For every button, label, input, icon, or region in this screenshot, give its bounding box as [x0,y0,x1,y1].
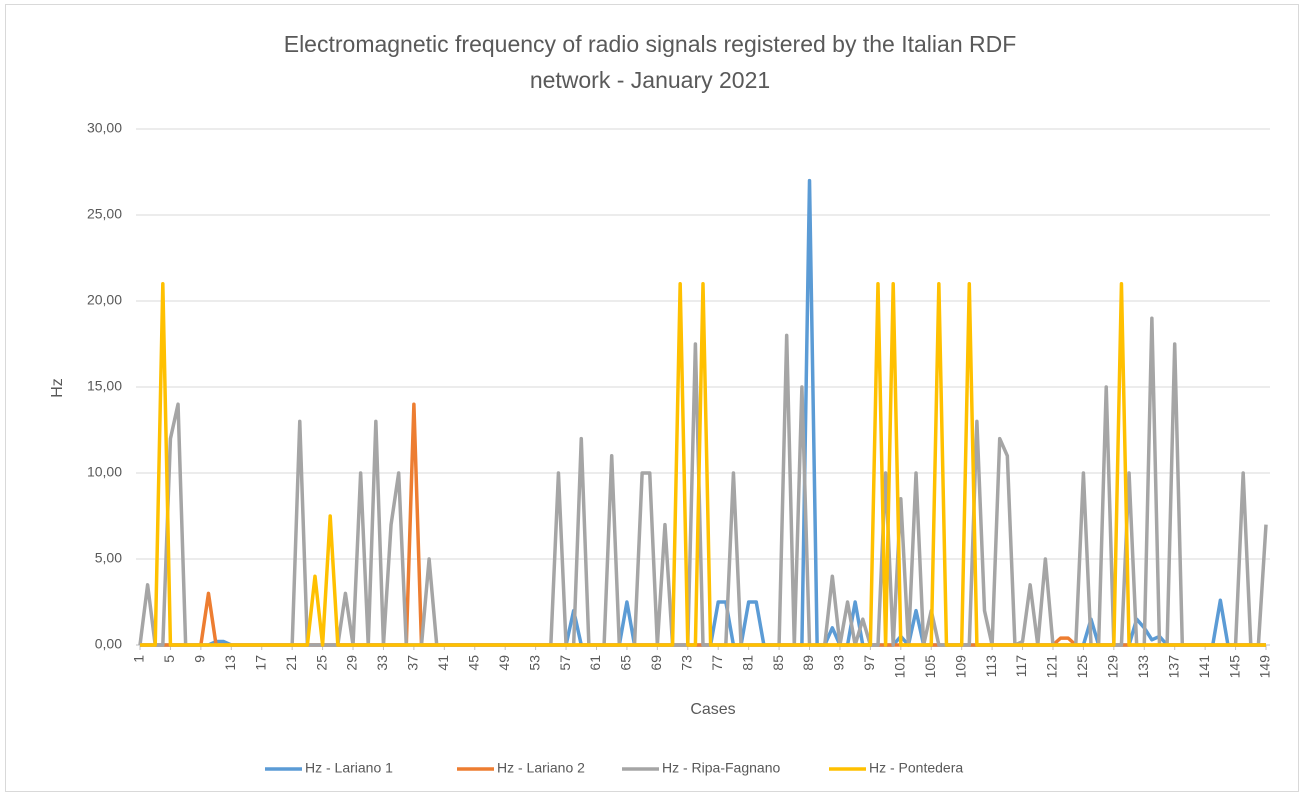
y-tick-label: 15,00 [87,378,122,394]
y-tick-label: 30,00 [87,120,122,136]
x-tick-label: 33 [374,655,390,671]
x-tick-label: 89 [800,655,816,671]
x-tick-label: 69 [648,655,664,671]
legend-label: Hz - Lariano 1 [305,760,393,776]
y-tick-label: 20,00 [87,292,122,308]
x-tick-label: 101 [892,655,908,679]
x-tick-label: 57 [557,655,573,671]
y-tick-label: 25,00 [87,206,122,222]
x-tick-label: 13 [222,655,238,671]
y-tick-label: 5,00 [95,550,122,566]
legend-label: Hz - Lariano 2 [497,760,585,776]
x-tick-label: 149 [1257,655,1273,679]
y-tick-label: 10,00 [87,464,122,480]
y-axis-title: Hz [49,378,66,398]
x-tick-label: 125 [1074,655,1090,679]
series-line [140,282,1266,647]
y-tick-label: 0,00 [95,636,122,652]
x-tick-label: 37 [405,655,421,671]
legend-label: Hz - Ripa-Fagnano [662,760,780,776]
x-tick-label: 77 [709,655,725,671]
chart-title: Electromagnetic frequency of radio signa… [283,31,1017,93]
x-tick-label: 73 [678,655,694,671]
x-tick-label: 121 [1044,655,1060,679]
x-tick-label: 93 [831,655,847,671]
x-tick-label: 81 [739,655,755,671]
x-tick-label: 41 [435,655,451,671]
chart-border [5,4,1299,792]
x-tick-label: 49 [496,655,512,671]
series-line [138,316,1268,647]
x-tick-label: 113 [983,655,999,678]
legend-label: Hz - Pontedera [869,760,963,776]
x-tick-label: 65 [618,655,634,671]
x-tick-label: 145 [1226,655,1242,679]
x-tick-label: 17 [252,655,268,671]
x-tick-label: 109 [952,655,968,679]
x-tick-label: 137 [1165,655,1181,679]
x-tick-label: 5 [161,655,177,663]
x-tick-label: 25 [313,655,329,671]
x-tick-label: 21 [283,655,299,671]
x-tick-label: 97 [861,655,877,671]
x-tick-label: 53 [526,655,542,671]
x-tick-label: 117 [1013,655,1029,678]
x-tick-label: 9 [192,655,208,663]
x-tick-label: 85 [770,655,786,671]
x-axis-title: Cases [690,701,735,718]
x-tick-label: 45 [465,655,481,671]
x-tick-label: 129 [1105,655,1121,679]
x-tick-label: 1 [131,655,147,663]
x-tick-label: 133 [1135,655,1151,679]
x-tick-label: 61 [587,655,603,671]
x-tick-label: 105 [922,655,938,679]
x-tick-label: 141 [1196,655,1212,679]
x-tick-label: 29 [344,655,360,671]
